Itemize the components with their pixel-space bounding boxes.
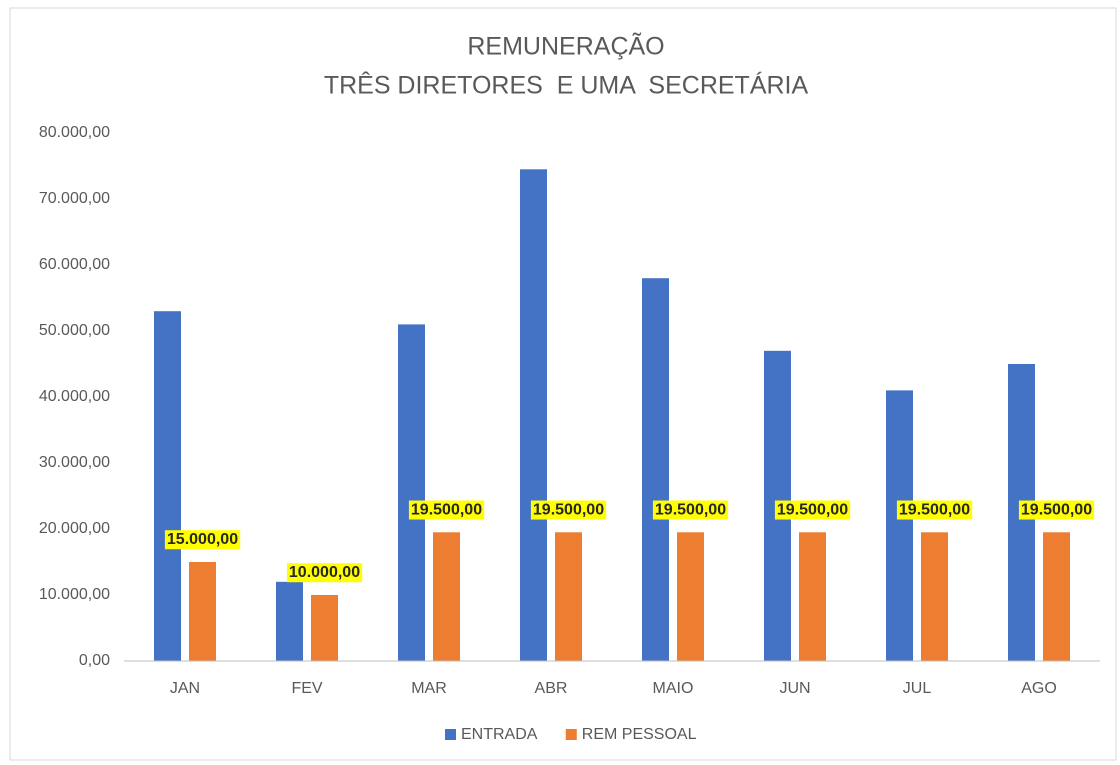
data-label-background <box>1018 500 1095 520</box>
data-label-background <box>408 500 485 520</box>
bar <box>398 324 425 661</box>
y-tick-label: 30.000,00 <box>39 454 110 471</box>
bar <box>1043 532 1070 661</box>
y-tick-label: 60.000,00 <box>39 256 110 273</box>
y-tick-label: 50.000,00 <box>39 322 110 339</box>
bar <box>921 532 948 661</box>
chart-subtitle: TRÊS DIRETORES E UMA SECRETÁRIA <box>324 71 809 100</box>
data-label: 15.000,00 <box>167 531 238 548</box>
x-tick-label: JUN <box>779 680 810 697</box>
data-label: 19.500,00 <box>533 502 604 519</box>
y-tick-label: 10.000,00 <box>39 586 110 603</box>
data-label: 19.500,00 <box>1021 502 1092 519</box>
data-label: 19.500,00 <box>655 502 726 519</box>
x-tick-label: JAN <box>170 680 200 697</box>
bar <box>154 311 181 661</box>
data-label-background <box>652 500 729 520</box>
data-label-background <box>286 563 363 583</box>
data-label-background <box>896 500 973 520</box>
y-tick-label: 80.000,00 <box>39 124 110 141</box>
legend-label: ENTRADA <box>461 726 538 743</box>
x-tick-label: JUL <box>903 680 932 697</box>
data-label-background <box>774 500 851 520</box>
x-tick-label: MAR <box>411 680 447 697</box>
bar <box>555 532 582 661</box>
data-label: 19.500,00 <box>411 502 482 519</box>
bar <box>311 595 338 661</box>
legend-swatch <box>565 729 577 740</box>
bar <box>799 532 826 661</box>
x-tick-label: ABR <box>535 680 568 697</box>
bar <box>642 278 669 661</box>
chart-title: REMUNERAÇÃO <box>467 32 664 61</box>
x-tick-label: AGO <box>1021 680 1057 697</box>
bar <box>677 532 704 661</box>
data-label: 19.500,00 <box>777 502 848 519</box>
bar <box>886 390 913 661</box>
bar <box>276 581 303 661</box>
data-label-background <box>530 500 607 520</box>
bar <box>433 532 460 661</box>
data-label: 19.500,00 <box>899 502 970 519</box>
y-tick-label: 0,00 <box>79 652 110 669</box>
y-tick-label: 40.000,00 <box>39 388 110 405</box>
y-tick-label: 70.000,00 <box>39 190 110 207</box>
y-tick-label: 20.000,00 <box>39 520 110 537</box>
x-tick-label: FEV <box>291 680 322 697</box>
data-label-background <box>164 530 241 550</box>
data-label: 10.000,00 <box>289 564 360 581</box>
legend-swatch <box>445 729 456 740</box>
bar <box>189 562 216 661</box>
legend-label: REM PESSOAL <box>582 726 697 743</box>
bar <box>520 169 547 662</box>
x-tick-label: MAIO <box>653 680 694 697</box>
